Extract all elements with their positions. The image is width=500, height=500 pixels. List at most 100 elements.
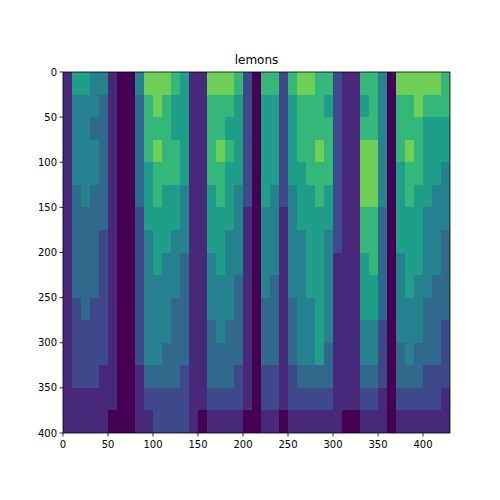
heatmap-cell bbox=[261, 320, 271, 343]
heatmap-cell bbox=[72, 230, 82, 253]
heatmap-cell bbox=[117, 343, 127, 366]
heatmap-cell bbox=[117, 162, 127, 185]
heatmap-cell bbox=[396, 117, 406, 140]
heatmap-cell bbox=[198, 320, 208, 343]
y-tick bbox=[60, 387, 64, 388]
heatmap-cell bbox=[405, 207, 415, 230]
heatmap-cell bbox=[189, 410, 199, 433]
x-tick-label: 250 bbox=[278, 439, 297, 450]
heatmap-cell bbox=[378, 365, 388, 388]
heatmap-cell bbox=[216, 207, 226, 230]
heatmap-cell bbox=[117, 230, 127, 253]
heatmap-cell bbox=[189, 388, 199, 411]
heatmap-cell bbox=[99, 140, 109, 163]
heatmap-cell bbox=[342, 117, 352, 140]
heatmap-cell bbox=[90, 95, 100, 118]
heatmap-cell bbox=[153, 343, 163, 366]
heatmap-cell bbox=[234, 72, 244, 95]
heatmap-cell bbox=[189, 298, 199, 321]
heatmap-cell bbox=[387, 162, 397, 185]
heatmap-cell bbox=[216, 275, 226, 298]
heatmap-cell bbox=[90, 140, 100, 163]
heatmap-cell bbox=[126, 140, 136, 163]
heatmap-cell bbox=[207, 140, 217, 163]
heatmap-cell bbox=[171, 253, 181, 276]
y-tick bbox=[60, 297, 64, 298]
heatmap-cell bbox=[414, 320, 424, 343]
heatmap-cell bbox=[306, 253, 316, 276]
heatmap-cell bbox=[396, 95, 406, 118]
heatmap-cell bbox=[270, 117, 280, 140]
heatmap-cell bbox=[144, 253, 154, 276]
heatmap-cell bbox=[81, 298, 91, 321]
heatmap-cell bbox=[162, 365, 172, 388]
heatmap-cell bbox=[99, 162, 109, 185]
heatmap-cell bbox=[432, 320, 442, 343]
heatmap-cell bbox=[288, 230, 298, 253]
heatmap-cell bbox=[396, 185, 406, 208]
heatmap-cell bbox=[369, 230, 379, 253]
heatmap-cell bbox=[387, 140, 397, 163]
heatmap-cell bbox=[117, 320, 127, 343]
heatmap-cell bbox=[360, 388, 370, 411]
heatmap-cell bbox=[288, 72, 298, 95]
heatmap-cell bbox=[378, 298, 388, 321]
heatmap-cell bbox=[432, 343, 442, 366]
heatmap-cell bbox=[162, 320, 172, 343]
heatmap-cell bbox=[387, 410, 397, 433]
heatmap-cell bbox=[252, 365, 262, 388]
heatmap-cell bbox=[81, 343, 91, 366]
heatmap-cell bbox=[351, 253, 361, 276]
heatmap-cell bbox=[63, 117, 73, 140]
heatmap-cell bbox=[81, 185, 91, 208]
heatmap-cell bbox=[225, 117, 235, 140]
heatmap-cell bbox=[252, 298, 262, 321]
heatmap-cell bbox=[144, 275, 154, 298]
heatmap-cell bbox=[387, 95, 397, 118]
heatmap-cell bbox=[396, 230, 406, 253]
heatmap-cell bbox=[99, 275, 109, 298]
heatmap-cell bbox=[72, 343, 82, 366]
heatmap-cell bbox=[81, 275, 91, 298]
heatmap-cell bbox=[135, 95, 145, 118]
heatmap-cell bbox=[270, 185, 280, 208]
heatmap-cell bbox=[63, 207, 73, 230]
heatmap-cell bbox=[360, 253, 370, 276]
heatmap-cell bbox=[126, 117, 136, 140]
heatmap-cell bbox=[378, 410, 388, 433]
heatmap-cell bbox=[225, 410, 235, 433]
heatmap-cell bbox=[189, 320, 199, 343]
heatmap-cell bbox=[135, 365, 145, 388]
heatmap-cell bbox=[396, 388, 406, 411]
heatmap-cell bbox=[72, 253, 82, 276]
heatmap-cell bbox=[126, 410, 136, 433]
heatmap-cell bbox=[252, 343, 262, 366]
heatmap-cell bbox=[90, 72, 100, 95]
heatmap-cell bbox=[189, 185, 199, 208]
heatmap-cell bbox=[441, 298, 450, 321]
heatmap-cell bbox=[126, 72, 136, 95]
heatmap-cell bbox=[396, 275, 406, 298]
heatmap-cell bbox=[333, 343, 343, 366]
heatmap-cell bbox=[189, 117, 199, 140]
heatmap-cell bbox=[297, 207, 307, 230]
heatmap-cell bbox=[387, 117, 397, 140]
heatmap-cell bbox=[117, 117, 127, 140]
heatmap-cell bbox=[90, 162, 100, 185]
x-tick-label: 300 bbox=[323, 439, 342, 450]
heatmap-cell bbox=[162, 230, 172, 253]
heatmap-cell bbox=[63, 185, 73, 208]
heatmap-cell bbox=[369, 140, 379, 163]
heatmap-cell bbox=[126, 162, 136, 185]
heatmap-cell bbox=[342, 320, 352, 343]
heatmap-cell bbox=[126, 230, 136, 253]
heatmap-cell bbox=[126, 185, 136, 208]
heatmap-cell bbox=[414, 207, 424, 230]
heatmap-cell bbox=[225, 140, 235, 163]
heatmap-cell bbox=[369, 388, 379, 411]
heatmap-cell bbox=[378, 95, 388, 118]
heatmap-cell bbox=[441, 162, 450, 185]
heatmap-cell bbox=[243, 320, 253, 343]
heatmap-cell bbox=[360, 410, 370, 433]
heatmap-cell bbox=[315, 72, 325, 95]
